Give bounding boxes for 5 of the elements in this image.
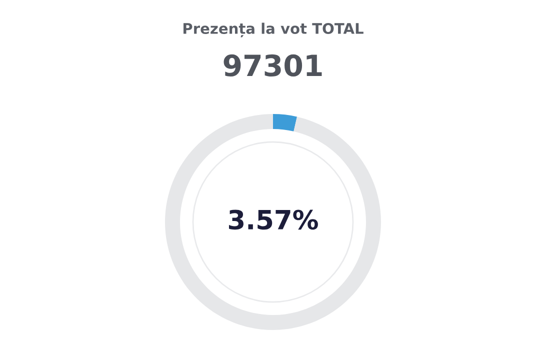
donut-slice xyxy=(273,114,298,132)
chart-subtitle: 97301 xyxy=(224,54,322,76)
text: 3.57% xyxy=(228,210,318,230)
chart-title: Prezența la vot TOTAL xyxy=(184,22,364,38)
donut-slice xyxy=(165,114,381,330)
